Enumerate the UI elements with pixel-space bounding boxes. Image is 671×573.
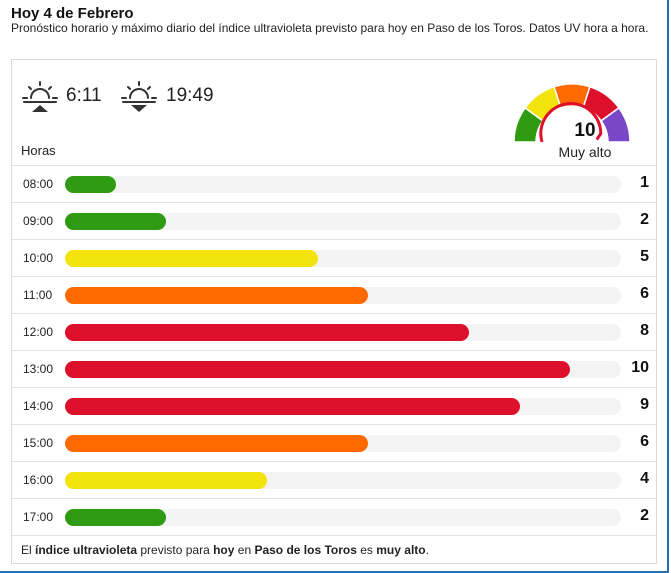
uv-hour-value: 6 <box>640 433 649 450</box>
uv-hour-label: 13:00 <box>23 362 54 376</box>
summary-bold-level: muy alto <box>376 543 426 557</box>
uv-hour-row: 14:00 9 <box>12 387 656 424</box>
uv-hour-row: 10:00 5 <box>12 239 656 276</box>
uv-bar-track <box>65 361 621 378</box>
uv-hour-label: 10:00 <box>23 251 54 265</box>
uv-hour-label: 16:00 <box>23 473 54 487</box>
uv-hour-value: 2 <box>640 211 649 228</box>
uv-bar-track <box>65 435 621 452</box>
uv-bar-fill <box>65 324 470 341</box>
uv-bar-fill <box>65 509 167 526</box>
uv-bar-fill <box>65 435 369 452</box>
uv-hour-value: 1 <box>640 174 649 191</box>
sunset-time: 19:49 <box>166 85 214 106</box>
uv-bar-track <box>65 176 621 193</box>
uv-risk-label: Muy alto <box>558 144 612 160</box>
summary-part: es <box>356 543 377 557</box>
uv-bar-fill <box>65 176 116 193</box>
uv-hour-value: 8 <box>640 322 649 339</box>
uv-bar-fill <box>65 213 167 230</box>
page-title: Hoy 4 de Febrero <box>11 5 134 22</box>
uv-bar-track <box>65 213 621 230</box>
uv-gauge-hub <box>536 106 608 142</box>
uv-hour-row: 15:00 6 <box>12 424 656 461</box>
uv-hour-value: 2 <box>640 507 649 524</box>
sunset-icon <box>121 81 157 112</box>
uv-hour-label: 15:00 <box>23 436 54 450</box>
uv-hour-label: 14:00 <box>23 399 54 413</box>
uv-gauge-needle <box>539 102 603 142</box>
uv-bar-fill <box>65 361 571 378</box>
uv-hour-label: 08:00 <box>23 177 54 191</box>
page-subtitle: Pronóstico horario y máximo diario del í… <box>11 21 649 35</box>
uv-hour-row: 13:00 10 <box>12 350 656 387</box>
uv-bar-track <box>65 472 621 489</box>
uv-bar-track <box>65 287 621 304</box>
summary-bold-today: hoy <box>213 543 235 557</box>
uv-hour-value: 4 <box>640 470 649 487</box>
uv-bar-fill <box>65 398 520 415</box>
uv-bar-track <box>65 324 621 341</box>
uv-hour-value: 6 <box>640 285 649 302</box>
uv-hour-value: 10 <box>631 359 649 376</box>
uv-bar-track <box>65 398 621 415</box>
uv-hour-row: 11:00 6 <box>12 276 656 313</box>
uv-bar-track <box>65 250 621 267</box>
summary-part: El <box>21 543 36 557</box>
uv-hour-row: 08:00 1 <box>12 165 656 202</box>
summary-part: en <box>234 543 255 557</box>
summary-part: . <box>425 543 429 557</box>
sunrise-icon <box>22 81 58 112</box>
hours-column-header: Horas <box>21 143 56 158</box>
uv-hour-row: 09:00 2 <box>12 202 656 239</box>
uv-gauge <box>514 83 630 142</box>
uv-hour-row: 17:00 2 <box>12 498 656 535</box>
uv-hour-value: 5 <box>640 248 649 265</box>
uv-hour-row: 16:00 4 <box>12 461 656 498</box>
uv-max-value: 10 <box>574 120 596 141</box>
uv-hour-label: 17:00 <box>23 510 54 524</box>
summary-bold-uv-index: índice ultravioleta <box>35 543 138 557</box>
summary-bold-location: Paso de los Toros <box>254 543 357 557</box>
uv-hour-row: 12:00 8 <box>12 313 656 350</box>
uv-hourly-list: 08:00 1 09:00 2 10:00 5 11:00 6 12:00 8 13:00 10 14:… <box>12 165 656 535</box>
uv-bar-fill <box>65 250 318 267</box>
uv-hour-value: 9 <box>640 396 649 413</box>
summary-part: previsto para <box>137 543 214 557</box>
uv-forecast-card: 6:11 19:49 10 Muy alto Horas 08:00 1 09:00… <box>11 59 657 564</box>
uv-bar-track <box>65 509 621 526</box>
uv-bar-fill <box>65 472 268 489</box>
uv-summary-text: El índice ultravioleta previsto para hoy… <box>12 535 656 564</box>
uv-hour-label: 09:00 <box>23 214 54 228</box>
uv-hour-label: 11:00 <box>23 288 53 302</box>
sunrise-time: 6:11 <box>66 85 102 106</box>
uv-bar-fill <box>65 287 369 304</box>
uv-hour-label: 12:00 <box>23 325 54 339</box>
